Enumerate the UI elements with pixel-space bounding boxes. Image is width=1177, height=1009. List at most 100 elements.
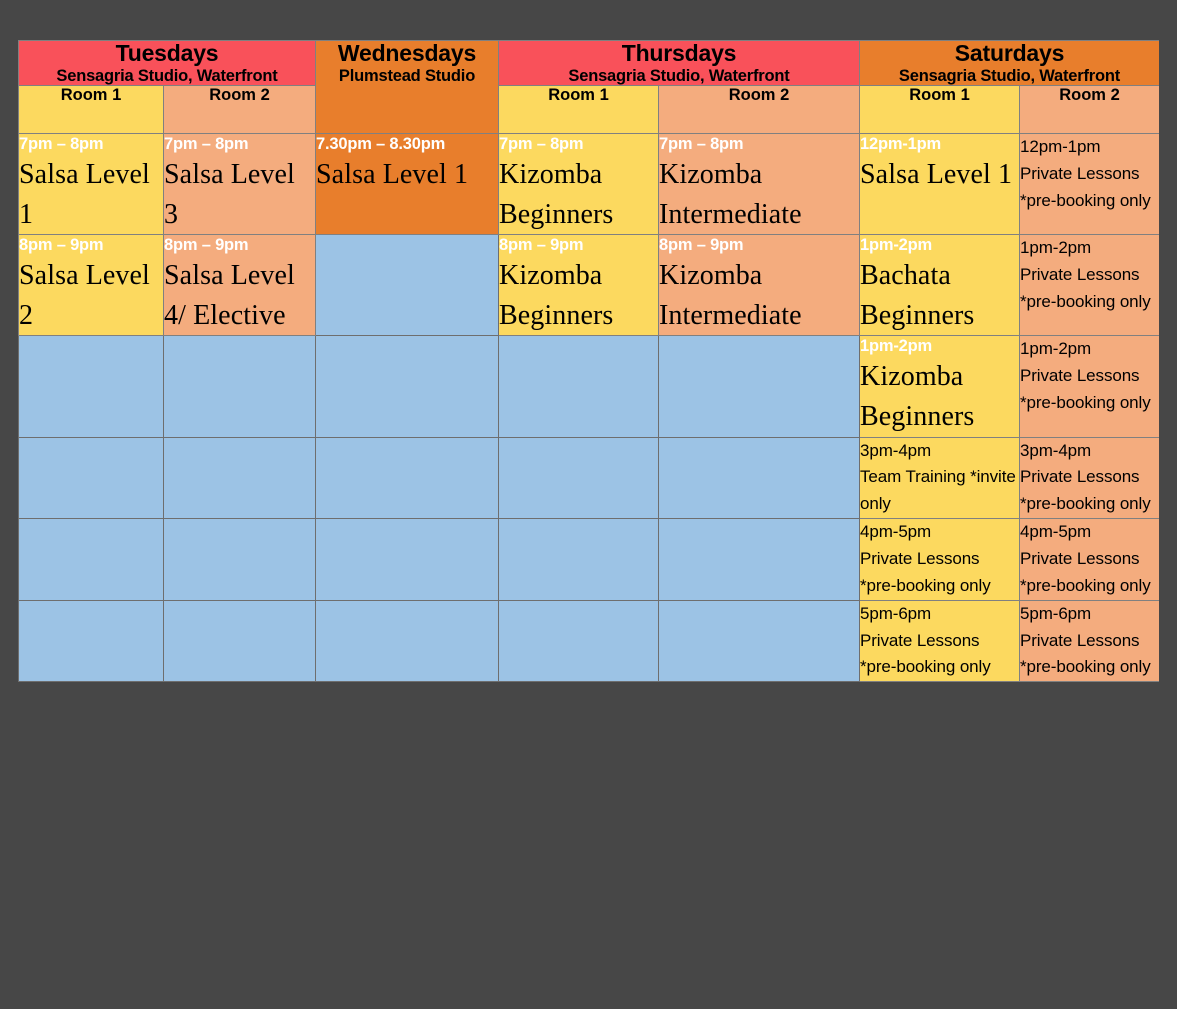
- class-title: Kizomba Beginners: [860, 361, 975, 432]
- day-header-wednesdays: Wednesdays Plumstead Studio: [315, 40, 499, 135]
- class-time: 4pm-5pm: [860, 522, 932, 542]
- class-cell-wednesday-730pm[interactable]: 7.30pm – 8.30pm Salsa Level 1: [315, 133, 499, 236]
- empty-slot: [500, 438, 658, 439]
- class-time: 5pm-6pm: [1020, 603, 1092, 623]
- empty-cell-thursday-room2[interactable]: [658, 599, 860, 683]
- class-cell-saturday-room2-1pm-b[interactable]: 1pm-2pm Private Lessons *pre-booking onl…: [1019, 335, 1159, 438]
- room-header-row: Room 1 Room 2 Room 1 Room 2 Room 1 Room …: [18, 85, 1159, 135]
- timetable-container: Tuesdays Sensagria Studio, Waterfront We…: [18, 40, 1159, 1009]
- class-cell-tuesday-room2-7pm[interactable]: 7pm – 8pm Salsa Level 3: [163, 133, 316, 236]
- class-cell-tuesday-room2-8pm[interactable]: 8pm – 9pm Salsa Level 4/ Elective: [163, 234, 316, 337]
- empty-slot: [20, 337, 163, 338]
- empty-cell-thursday-room1[interactable]: [498, 436, 659, 520]
- empty-cell-tuesday-room1[interactable]: [18, 518, 164, 601]
- class-time: 12pm-1pm: [1020, 137, 1101, 157]
- class-time: 5pm-6pm: [860, 603, 932, 623]
- class-time: 4pm-5pm: [1020, 522, 1092, 542]
- day-header-thursdays: Thursdays Sensagria Studio, Waterfront: [498, 40, 860, 87]
- empty-slot: [500, 520, 658, 521]
- empty-slot: [165, 520, 315, 521]
- empty-slot: [165, 337, 315, 338]
- empty-cell-wednesday[interactable]: [315, 335, 499, 438]
- empty-slot: [500, 601, 658, 602]
- day-header-saturdays: Saturdays Sensagria Studio, Waterfront: [859, 40, 1159, 87]
- class-title: Private Lessons *pre-booking only: [1020, 164, 1151, 210]
- empty-cell-thursday-room1[interactable]: [498, 599, 659, 683]
- class-time: 3pm-4pm: [860, 440, 932, 460]
- schedule-row: 4pm-5pm Private Lessons *pre-booking onl…: [18, 518, 1159, 601]
- class-cell-thursday-room1-8pm[interactable]: 8pm – 9pm Kizomba Beginners: [498, 234, 659, 337]
- empty-cell-wednesday[interactable]: [315, 518, 499, 601]
- class-title: Bachata Beginners: [860, 259, 975, 331]
- empty-slot: [20, 438, 163, 439]
- class-cell-saturday-room1-3pm[interactable]: 3pm-4pm Team Training *invite only: [859, 436, 1020, 520]
- schedule-row: 1pm-2pm Kizomba Beginners 1pm-2pm Privat…: [18, 335, 1159, 438]
- class-title: Salsa Level 4/ Elective: [164, 259, 295, 331]
- empty-cell-thursday-room2[interactable]: [658, 335, 860, 438]
- day-name-thursdays: Thursdays: [621, 40, 737, 66]
- class-cell-saturday-room2-4pm[interactable]: 4pm-5pm Private Lessons *pre-booking onl…: [1019, 518, 1159, 601]
- empty-cell-tuesday-room1[interactable]: [18, 335, 164, 438]
- class-time: 8pm – 9pm: [19, 236, 104, 255]
- class-title: Private Lessons *pre-booking only: [1020, 265, 1151, 312]
- class-cell-tuesday-room1-8pm[interactable]: 8pm – 9pm Salsa Level 2: [18, 234, 164, 337]
- empty-slot: [317, 520, 498, 521]
- class-time: 3pm-4pm: [1020, 440, 1092, 460]
- empty-cell-wednesday[interactable]: [315, 436, 499, 520]
- empty-slot: [165, 438, 315, 439]
- class-time: 8pm – 9pm: [499, 236, 584, 255]
- empty-cell-thursday-room2[interactable]: [658, 436, 860, 520]
- empty-cell-tuesday-room1[interactable]: [18, 436, 164, 520]
- class-cell-saturday-room2-5pm[interactable]: 5pm-6pm Private Lessons *pre-booking onl…: [1019, 599, 1159, 683]
- day-venue-tuesdays: Sensagria Studio, Waterfront: [56, 66, 278, 85]
- class-title: Private Lessons *pre-booking only: [860, 630, 991, 677]
- class-time: 7pm – 8pm: [19, 135, 104, 154]
- empty-cell-tuesday-room2[interactable]: [163, 436, 316, 520]
- class-time: 12pm-1pm: [860, 135, 942, 154]
- empty-slot: [660, 438, 859, 439]
- empty-cell-wednesday[interactable]: [315, 599, 499, 683]
- class-time: 8pm – 9pm: [659, 236, 744, 255]
- empty-cell-tuesday-room2[interactable]: [163, 518, 316, 601]
- class-title: Salsa Level 1: [860, 158, 1013, 190]
- room-header-tuesday-room2: Room 2: [163, 85, 316, 135]
- day-venue-thursdays: Sensagria Studio, Waterfront: [568, 66, 790, 85]
- class-time: 7pm – 8pm: [659, 135, 744, 154]
- class-title: Salsa Level 1: [19, 158, 150, 230]
- room-header-saturday-room2: Room 2: [1019, 85, 1159, 135]
- class-title: Salsa Level 2: [19, 259, 150, 331]
- empty-cell-tuesday-room2[interactable]: [163, 335, 316, 438]
- empty-slot: [317, 337, 498, 338]
- empty-cell-tuesday-room2[interactable]: [163, 599, 316, 683]
- class-cell-thursday-room2-8pm[interactable]: 8pm – 9pm Kizomba Intermediate: [658, 234, 860, 337]
- empty-slot: [20, 520, 163, 521]
- day-header-row: Tuesdays Sensagria Studio, Waterfront We…: [18, 40, 1159, 135]
- class-time: 1pm-2pm: [860, 337, 933, 356]
- class-title: Private Lessons *pre-booking only: [1020, 366, 1151, 413]
- empty-slot: [317, 236, 498, 237]
- empty-slot: [500, 337, 658, 338]
- class-cell-thursday-room1-7pm[interactable]: 7pm – 8pm Kizomba Beginners: [498, 133, 659, 236]
- empty-cell-wednesday[interactable]: [315, 234, 499, 337]
- empty-cell-tuesday-room1[interactable]: [18, 599, 164, 683]
- class-cell-saturday-room1-1pm-bachata[interactable]: 1pm-2pm Bachata Beginners: [859, 234, 1020, 337]
- class-cell-tuesday-room1-7pm[interactable]: 7pm – 8pm Salsa Level 1: [18, 133, 164, 236]
- class-cell-saturday-room1-5pm[interactable]: 5pm-6pm Private Lessons *pre-booking onl…: [859, 599, 1020, 683]
- class-cell-saturday-room2-3pm[interactable]: 3pm-4pm Private Lessons *pre-booking onl…: [1019, 436, 1159, 520]
- empty-cell-thursday-room1[interactable]: [498, 335, 659, 438]
- class-cell-saturday-room2-1pm[interactable]: 1pm-2pm Private Lessons *pre-booking onl…: [1019, 234, 1159, 337]
- class-title: Private Lessons *pre-booking only: [1020, 630, 1151, 677]
- class-cell-saturday-room1-12pm[interactable]: 12pm-1pm Salsa Level 1: [859, 133, 1020, 236]
- weekly-schedule-table: Tuesdays Sensagria Studio, Waterfront We…: [18, 40, 1159, 683]
- class-cell-saturday-room1-4pm[interactable]: 4pm-5pm Private Lessons *pre-booking onl…: [859, 518, 1020, 601]
- class-title: Salsa Level 3: [164, 158, 295, 230]
- class-cell-saturday-room1-1pm-kizomba[interactable]: 1pm-2pm Kizomba Beginners: [859, 335, 1020, 438]
- room-header-saturday-room1: Room 1: [859, 85, 1020, 135]
- room-header-thursday-room2: Room 2: [658, 85, 860, 135]
- day-header-tuesdays: Tuesdays Sensagria Studio, Waterfront: [18, 40, 316, 87]
- empty-cell-thursday-room2[interactable]: [658, 518, 860, 601]
- class-cell-saturday-room2-12pm[interactable]: 12pm-1pm Private Lessons *pre-booking on…: [1019, 133, 1159, 236]
- empty-cell-thursday-room1[interactable]: [498, 518, 659, 601]
- class-cell-thursday-room2-7pm[interactable]: 7pm – 8pm Kizomba Intermediate: [658, 133, 860, 236]
- empty-slot: [660, 337, 859, 338]
